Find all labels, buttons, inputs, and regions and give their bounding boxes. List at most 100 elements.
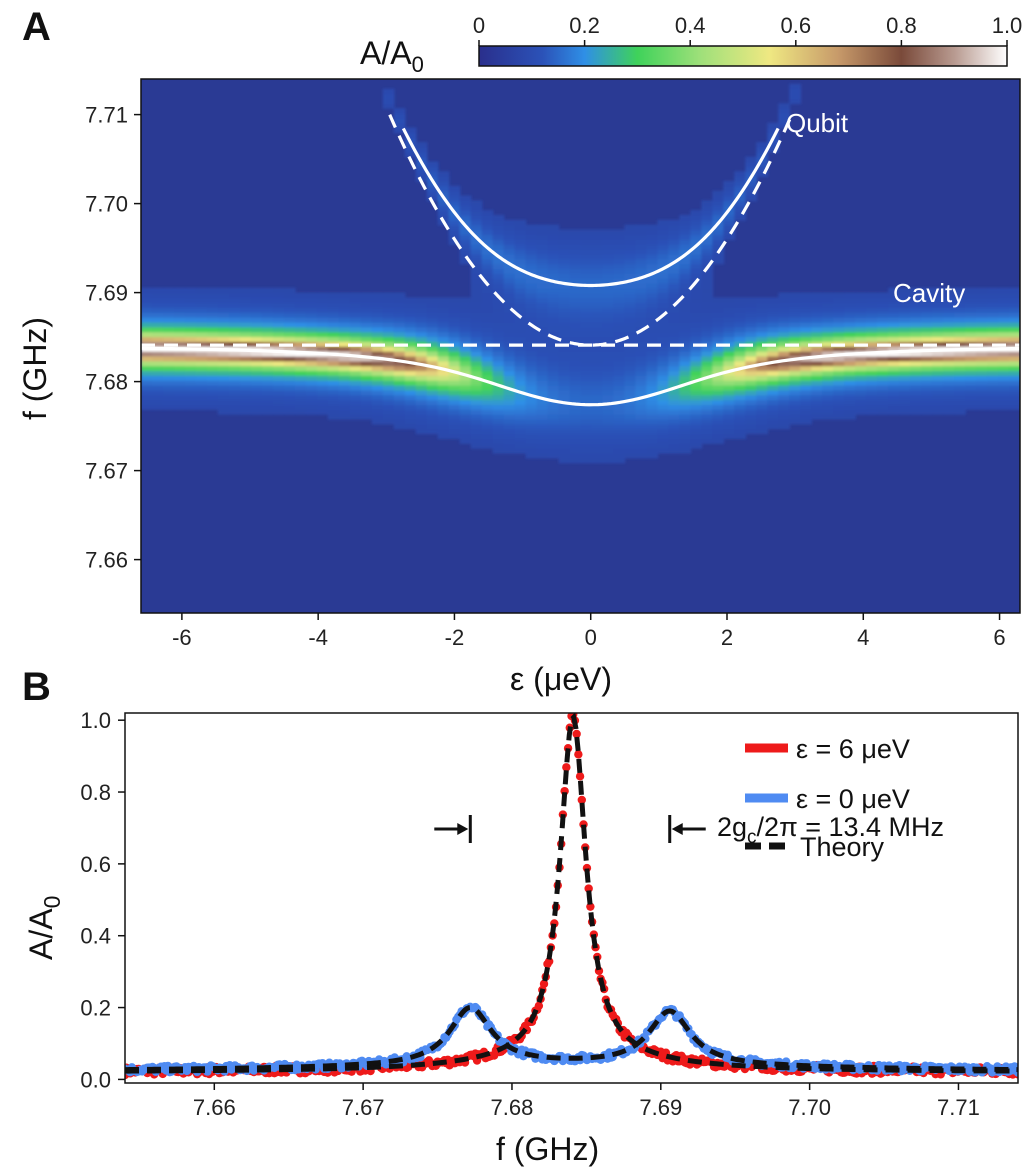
heatmap-cell: [316, 409, 329, 415]
heatmap-cell: [954, 307, 966, 313]
heatmap-cell: [811, 365, 824, 372]
heatmap-cell: [415, 297, 428, 304]
heatmap-cell: [668, 263, 681, 270]
heatmap-cell: [162, 292, 175, 299]
heatmap-cell: [602, 321, 615, 328]
bare-qubit-line: [388, 114, 794, 347]
heatmap-cell: [448, 389, 461, 396]
heatmap-cell: [657, 404, 670, 410]
heatmap-cell: [382, 384, 395, 391]
heatmap-cell: [679, 268, 692, 274]
heatmap-cell: [173, 326, 186, 333]
heatmap-cell: [932, 350, 944, 357]
heatmap-cell: [668, 316, 681, 323]
heatmap-cell: [822, 312, 835, 318]
heatmap-cell: [646, 244, 659, 250]
heatmap-cell: [437, 409, 450, 415]
heatmap-cell: [184, 384, 197, 391]
heatmap-cell: [855, 336, 867, 342]
heatmap-cell: [558, 379, 571, 386]
heatmap-cell: [151, 341, 164, 347]
heatmap-cell: [921, 350, 933, 357]
heatmap-cell: [888, 404, 900, 410]
heatmap-cell: [690, 370, 703, 376]
heatmap-cell: [338, 297, 351, 304]
heatmap-cell: [503, 239, 516, 245]
heatmap-cell: [602, 234, 615, 240]
x-tick-label: 2: [721, 625, 733, 650]
heatmap-cell: [635, 248, 648, 255]
heatmap-cell: [756, 336, 769, 342]
heatmap-cell: [404, 389, 417, 396]
heatmap-cell: [536, 312, 549, 318]
heatmap-cell: [877, 316, 889, 323]
heatmap-cell: [888, 384, 900, 391]
heatmap-cell: [613, 248, 626, 255]
heatmap-cell: [272, 326, 285, 333]
heatmap-cell: [635, 346, 648, 352]
lower-dressed-line: [141, 346, 1020, 407]
heatmap-cell: [745, 355, 758, 362]
panel-b-xlabel: f (GHz): [496, 1131, 599, 1167]
heatmap-cell: [448, 229, 461, 236]
heatmap-cell: [756, 404, 769, 410]
heatmap-cell: [998, 379, 1010, 386]
heatmap-cell: [195, 350, 208, 357]
heatmap-cell: [613, 389, 626, 396]
heatmap-cell: [239, 394, 252, 401]
heatmap-cell: [525, 394, 538, 401]
heatmap-cell: [470, 258, 483, 265]
heatmap-cell: [283, 384, 296, 391]
heatmap-cell: [492, 384, 505, 391]
heatmap-cell: [316, 336, 329, 342]
heatmap-cell: [921, 312, 933, 318]
heatmap-cell: [503, 443, 516, 449]
heatmap-cell: [558, 316, 571, 323]
heatmap-cell: [371, 404, 384, 410]
heatmap-cell: [217, 297, 230, 304]
heatmap-cell: [833, 331, 845, 338]
heatmap-cell: [822, 336, 835, 342]
heatmap-cell: [833, 379, 845, 386]
heatmap-cell: [866, 302, 878, 308]
heatmap-cell: [646, 268, 659, 274]
heatmap-cell: [327, 375, 340, 381]
heatmap-cell: [141, 316, 153, 323]
heatmap-cell: [349, 350, 362, 357]
heatmap-cell: [690, 375, 703, 381]
heatmap-cell: [690, 433, 703, 440]
heatmap-cell: [877, 360, 889, 367]
heatmap-cell: [734, 171, 747, 177]
heatmap-cell: [910, 341, 922, 347]
heatmap-cell: [151, 404, 164, 410]
heatmap-cell: [228, 375, 241, 381]
heatmap-cell: [613, 409, 626, 415]
x-tick-label: 7.69: [639, 1095, 682, 1120]
heatmap-cell: [437, 316, 450, 323]
heatmap-cell: [217, 379, 230, 386]
heatmap-cell: [745, 156, 758, 163]
heatmap-cell: [470, 370, 483, 376]
heatmap-cell: [723, 321, 736, 328]
heatmap-cell: [415, 302, 428, 308]
heatmap-cell: [789, 326, 802, 333]
heatmap-cell: [987, 394, 999, 401]
heatmap-cell: [272, 360, 285, 367]
heatmap-cell: [657, 418, 670, 425]
heatmap-cell: [547, 404, 560, 410]
heatmap-cell: [701, 248, 714, 255]
heatmap-cell: [602, 248, 615, 255]
heatmap-cell: [679, 258, 692, 265]
heatmap-cell: [481, 346, 494, 352]
heatmap-cell: [415, 379, 428, 386]
heatmap-cell: [591, 443, 604, 449]
heatmap-cell: [239, 370, 252, 376]
heatmap-cell: [437, 346, 450, 352]
heatmap-cell: [503, 346, 516, 352]
heatmap-cell: [668, 229, 681, 236]
heatmap-cell: [833, 302, 845, 308]
heatmap-cell: [404, 350, 417, 357]
heatmap-cell: [162, 297, 175, 304]
heatmap-cell: [943, 292, 955, 299]
heatmap-cell: [514, 399, 527, 406]
